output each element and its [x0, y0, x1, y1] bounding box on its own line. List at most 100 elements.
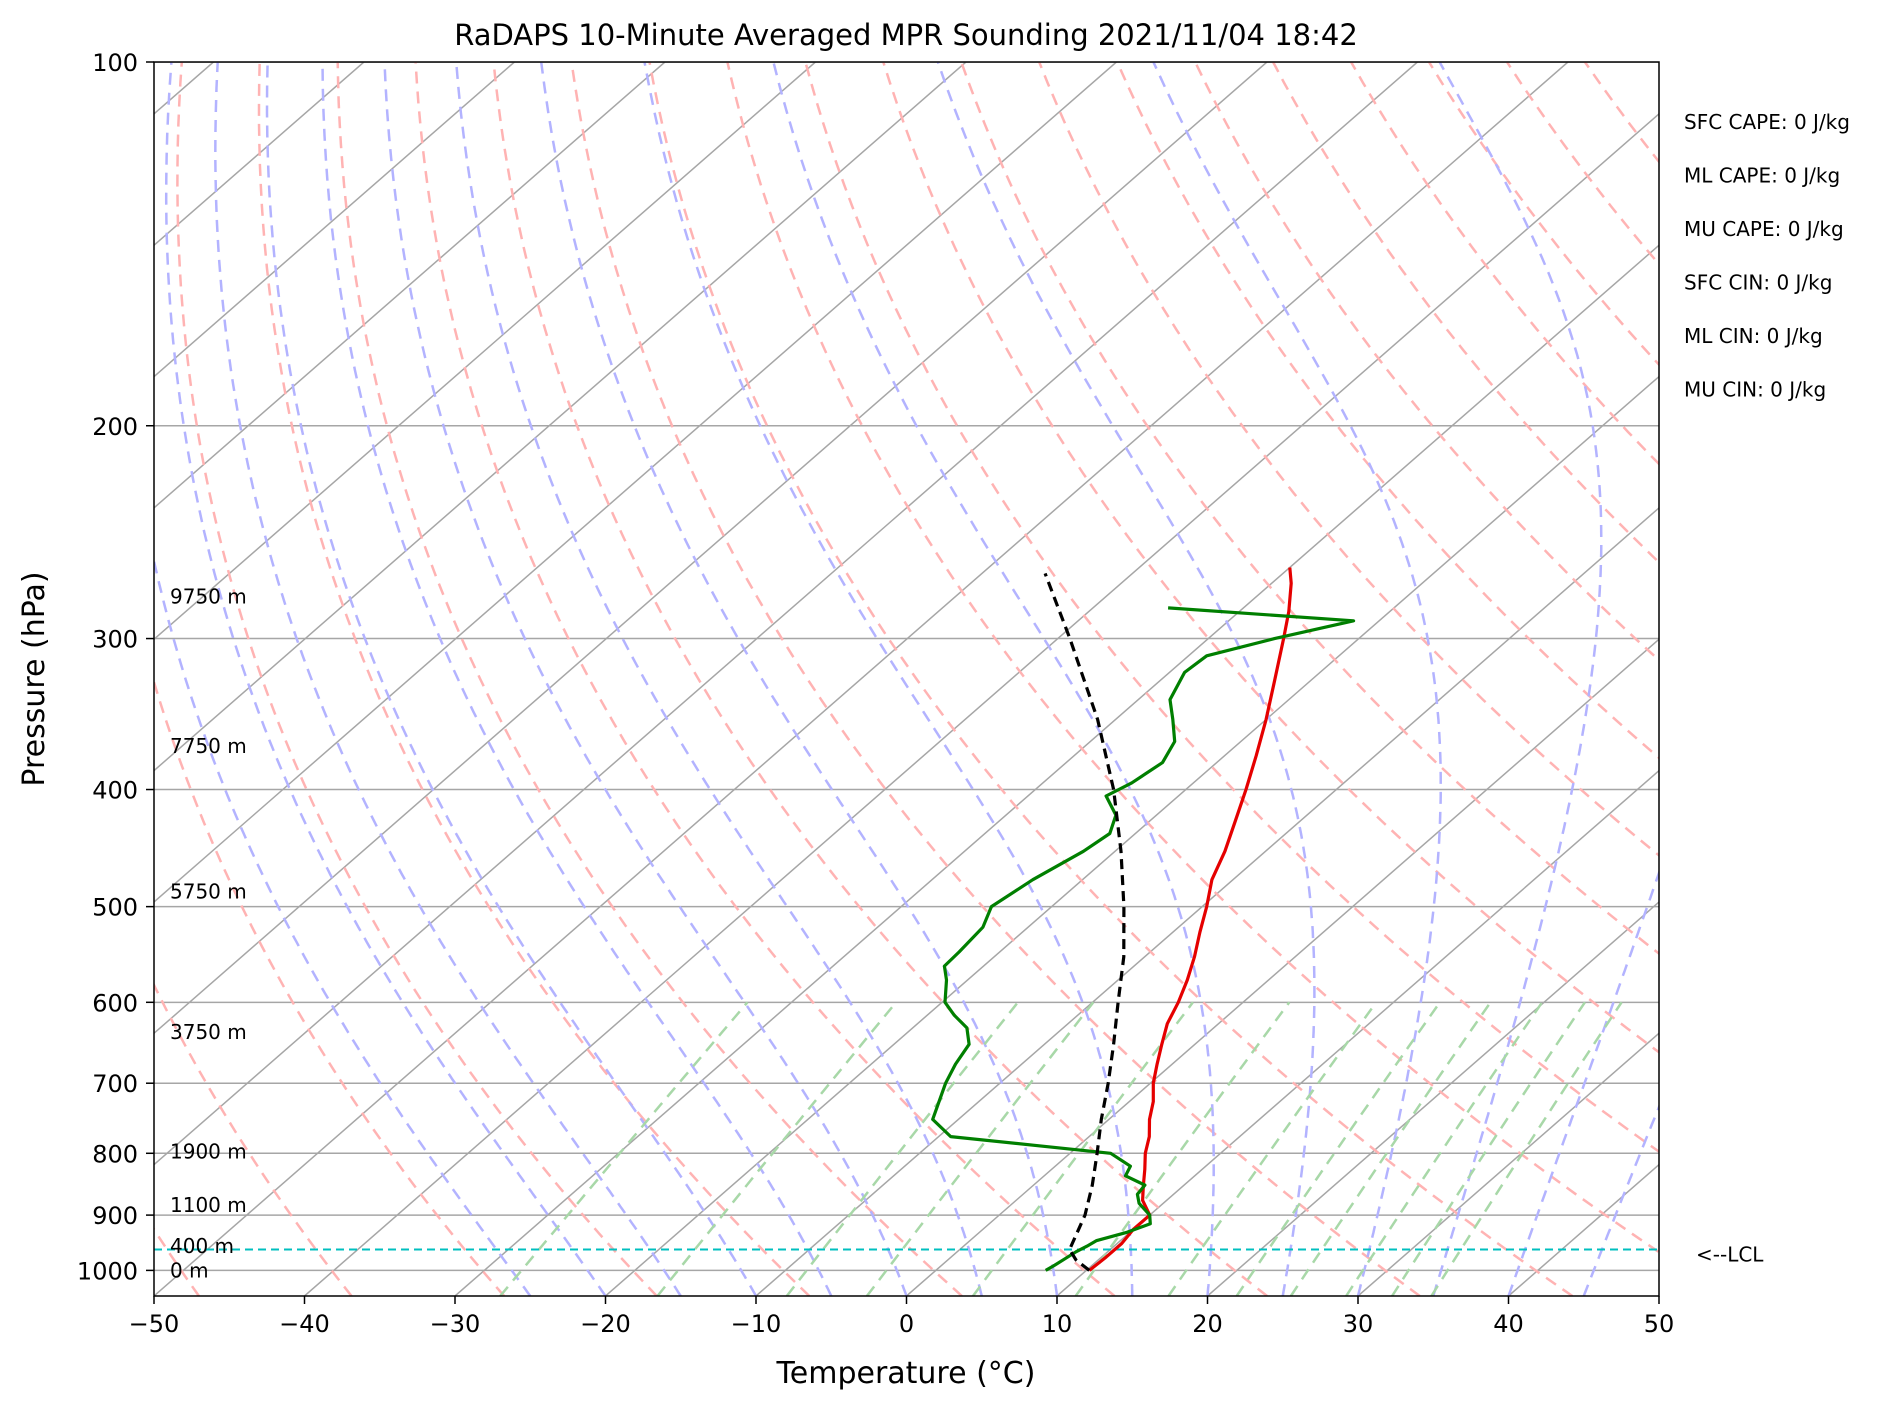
y-tick-label: 300 — [92, 626, 138, 654]
isotherm-10 — [1056, 769, 1659, 1296]
dry-adiabat-303 — [570, 62, 1421, 1296]
isotherm--120 — [154, 62, 515, 378]
moist-adiabat-15 — [643, 62, 1134, 1296]
index-label: SFC CIN: 0 J/kg — [1684, 271, 1832, 295]
height-label: 3750 m — [170, 1020, 247, 1044]
dry-adiabat-353 — [960, 62, 1659, 956]
moist-adiabat-30 — [1152, 62, 1442, 1296]
x-tick-label: −20 — [580, 1310, 631, 1338]
isotherm--20 — [605, 375, 1659, 1296]
dry-adiabat-273 — [336, 62, 963, 1296]
isotherm--70 — [154, 62, 1268, 1035]
moist-adiabat-45 — [1582, 1103, 1659, 1296]
x-tick-label: −40 — [279, 1310, 330, 1338]
index-label: MU CAPE: 0 J/kg — [1684, 217, 1844, 241]
dry-adiabat-373 — [1116, 62, 1659, 760]
x-tick-label: 10 — [1042, 1310, 1073, 1338]
mixing-ratio-1 — [656, 1001, 898, 1296]
isotherm--30 — [454, 244, 1659, 1296]
moist-adiabat-40 — [1507, 869, 1659, 1296]
mixing-ratio-20 — [1289, 1001, 1492, 1296]
dry-adiabat-363 — [1038, 62, 1659, 858]
height-label: 7750 m — [170, 734, 247, 758]
dry-adiabat-333 — [804, 62, 1659, 1154]
isotherm--90 — [154, 62, 967, 772]
y-axis-label: Pressure (hPa) — [17, 571, 52, 786]
y-tick-label: 800 — [92, 1140, 138, 1168]
height-label: 0 m — [170, 1258, 209, 1282]
index-label: MU CIN: 0 J/kg — [1684, 378, 1826, 402]
isotherm--60 — [154, 62, 1418, 1166]
moist-adiabat-20 — [772, 62, 1215, 1296]
moist-adiabat--5 — [321, 62, 833, 1296]
x-tick-label: −10 — [731, 1310, 782, 1338]
moist-adiabat-5 — [454, 62, 984, 1296]
isotherm-20 — [1207, 900, 1659, 1296]
y-tick-label: 600 — [92, 989, 138, 1017]
dry-adiabat-403 — [1350, 62, 1659, 466]
isotherm--40 — [304, 112, 1659, 1296]
parcel-line — [1043, 572, 1126, 1272]
height-label: 1900 m — [170, 1139, 247, 1163]
x-tick-label: 50 — [1644, 1310, 1675, 1338]
dry-adiabat-343 — [882, 62, 1659, 1054]
mixing-ratio-12 — [1167, 1001, 1378, 1296]
y-tick-label: 1000 — [77, 1257, 138, 1285]
isotherm--50 — [154, 62, 1569, 1296]
x-tick-label: 40 — [1493, 1310, 1524, 1338]
moist-adiabat-35 — [1432, 62, 1603, 1296]
dry-adiabat-313 — [648, 62, 1574, 1296]
height-label: 1100 m — [170, 1193, 247, 1217]
index-label: ML CIN: 0 J/kg — [1684, 324, 1823, 348]
height-label: 400 m — [170, 1234, 234, 1258]
isotherm-0 — [906, 638, 1659, 1296]
isotherm--80 — [154, 62, 1117, 903]
dewpoint-line — [931, 606, 1356, 1272]
dry-adiabat-423 — [1505, 62, 1659, 267]
dry-adiabat-283 — [414, 62, 1116, 1296]
x-tick-label: −30 — [430, 1310, 481, 1338]
moist-adiabat--15 — [214, 62, 682, 1296]
lcl-label: <--LCL — [1696, 1243, 1764, 1267]
isotherm--100 — [154, 62, 816, 641]
mixing-ratio-0.4 — [499, 1001, 749, 1296]
mixing-ratio-8 — [1074, 1001, 1291, 1296]
moist-adiabat-0 — [383, 62, 908, 1296]
index-label: ML CAPE: 0 J/kg — [1684, 164, 1840, 188]
x-axis-label: Temperature (°C) — [776, 1356, 1036, 1391]
x-tick-label: 30 — [1343, 1310, 1374, 1338]
height-label: 9750 m — [170, 585, 247, 609]
moist-adiabat-10 — [539, 62, 1059, 1296]
reference-lines — [154, 62, 1659, 1296]
dry-adiabat-263 — [257, 62, 811, 1296]
isotherm--10 — [755, 506, 1659, 1296]
mixing-ratio-3 — [865, 1001, 1095, 1296]
y-tick-label: 100 — [92, 49, 138, 77]
dry-adiabat-253 — [176, 62, 658, 1296]
y-tick-label: 900 — [92, 1202, 138, 1230]
height-label: 5750 m — [170, 880, 247, 904]
mixing-ratio-30 — [1391, 1001, 1586, 1296]
moist-adiabat--10 — [265, 62, 758, 1296]
annotations: 9750 m 7750 m 5750 m 3750 m 1900 m 1100 m 400 … — [170, 110, 1850, 1282]
dry-adiabat-233 — [154, 982, 353, 1296]
x-tick-label: 20 — [1192, 1310, 1223, 1338]
dry-adiabat-413 — [1427, 62, 1659, 367]
y-tick-label: 700 — [92, 1070, 138, 1098]
isotherm--110 — [154, 62, 666, 509]
mixing-ratio-2 — [785, 1001, 1019, 1296]
dry-adiabat-323 — [726, 62, 1659, 1254]
axis-ticks: −50 −40 −30 −20 −10 0 10 20 30 40 50 100 200 300 400 50… — [77, 49, 1674, 1338]
x-tick-label: −50 — [129, 1310, 180, 1338]
moist-adiabat--25 — [154, 555, 532, 1296]
isotherm-30 — [1357, 1032, 1659, 1296]
chart-title: RaDAPS 10-Minute Averaged MPR Sounding 2… — [454, 18, 1358, 52]
index-label: SFC CAPE: 0 J/kg — [1684, 110, 1850, 134]
y-tick-label: 500 — [92, 894, 138, 922]
isotherm-50 — [1658, 1295, 1659, 1296]
temperature-line — [1088, 567, 1293, 1272]
dry-adiabat-393 — [1271, 62, 1659, 565]
isotherm--130 — [154, 62, 365, 247]
y-tick-label: 200 — [92, 413, 138, 441]
